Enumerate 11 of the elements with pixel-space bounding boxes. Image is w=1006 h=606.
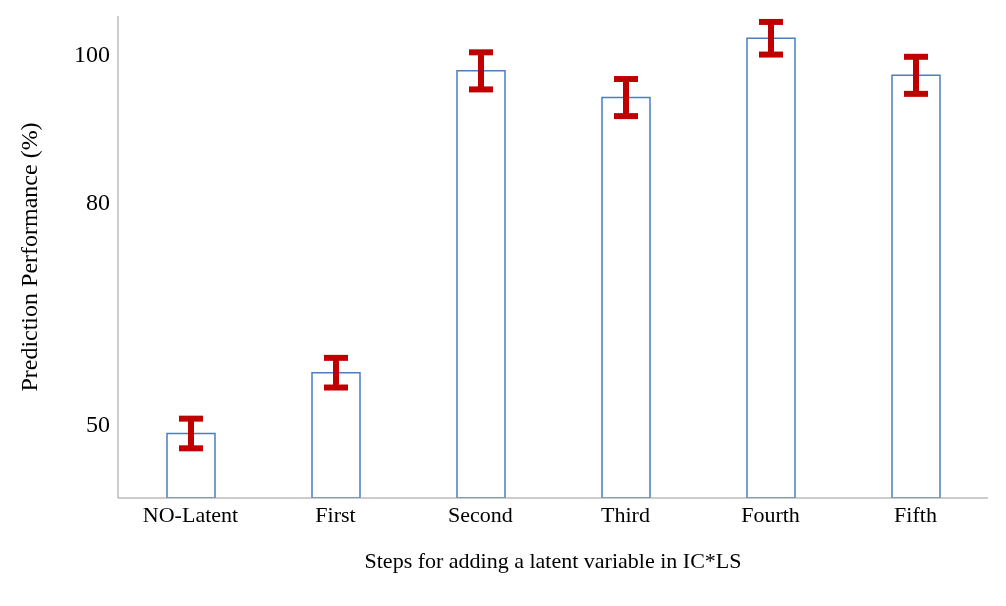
x-tick-label: Fourth	[741, 501, 800, 527]
x-tick-label: First	[315, 501, 356, 527]
y-tick-label: 80	[86, 188, 110, 215]
y-tick-label: 50	[86, 411, 110, 438]
y-tick-label: 100	[74, 40, 110, 67]
x-axis-title: Steps for adding a latent variable in IC*LS	[364, 548, 742, 573]
x-tick-label: NO-Latent	[142, 501, 239, 527]
x-tick-label: Third	[601, 501, 650, 527]
x-tick-label: Fifth	[894, 501, 937, 527]
x-tick-label: Second	[448, 501, 513, 527]
y-axis-title: Prediction Performance (%)	[15, 122, 42, 392]
